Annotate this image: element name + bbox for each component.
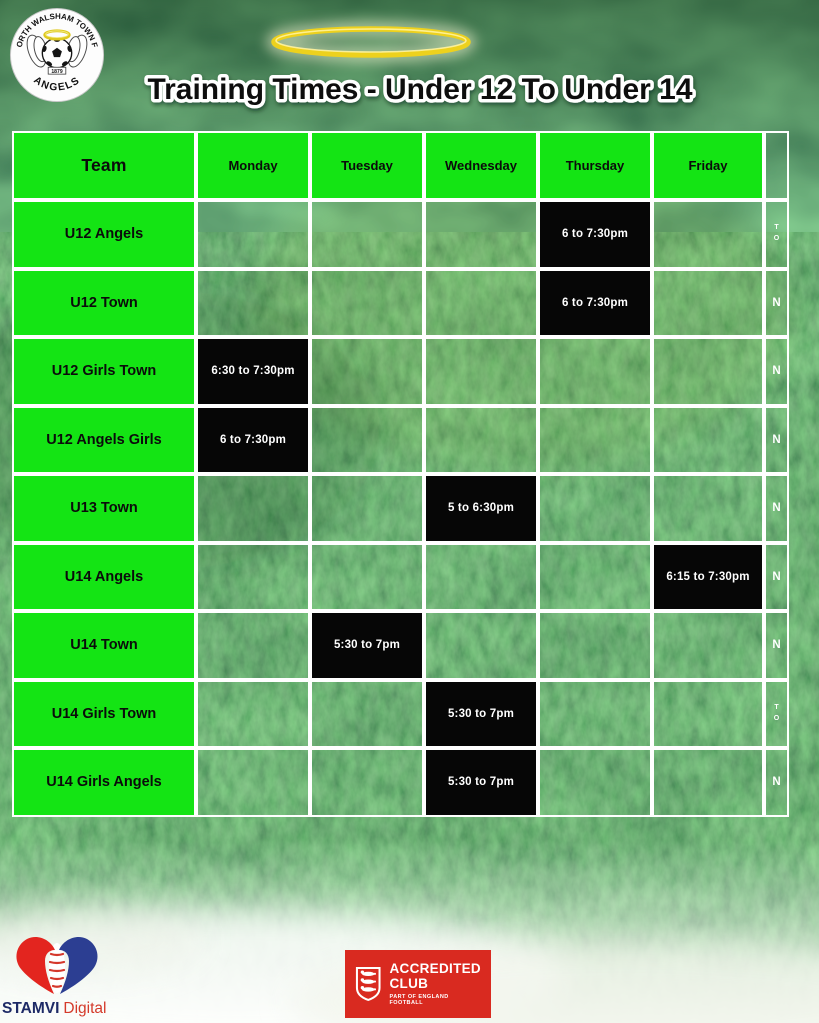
- accredited-label: ACCREDITED: [389, 961, 481, 977]
- edge-column-header: [764, 131, 789, 200]
- time-cell-thursday: 6 to 7:30pm: [538, 268, 652, 337]
- column-header-thursday: Thursday: [538, 131, 652, 200]
- column-header-tuesday: Tuesday: [310, 131, 424, 200]
- time-cell-thursday: [538, 748, 652, 817]
- time-cell-monday: [196, 200, 310, 269]
- time-cell-wednesday: [424, 200, 538, 269]
- time-cell-friday: [652, 268, 764, 337]
- column-header-monday: Monday: [196, 131, 310, 200]
- time-cell-friday: [652, 200, 764, 269]
- edge-cell: TO: [764, 200, 789, 269]
- time-cell-friday: [652, 748, 764, 817]
- club-label: CLUB: [389, 976, 429, 991]
- time-cell-monday: [196, 679, 310, 748]
- established-banner: [47, 66, 67, 75]
- club-crest: 1879 NORTH WALSHAM TOWN FC ANGELS: [8, 6, 105, 103]
- time-cell-tuesday: [310, 542, 424, 611]
- header-banner: Training Times - Under 12 To Under 14: [144, 21, 696, 110]
- team-cell-u12-town: U12 Town: [12, 268, 196, 337]
- team-cell-u12-girls-town: U12 Girls Town: [12, 337, 196, 406]
- time-cell-wednesday: [424, 542, 538, 611]
- time-cell-monday: [196, 748, 310, 817]
- time-cell-wednesday: 5 to 6:30pm: [424, 474, 538, 543]
- team-cell-u13-town: U13 Town: [12, 474, 196, 543]
- time-cell-tuesday: [310, 268, 424, 337]
- time-cell-wednesday: 5:30 to 7pm: [424, 748, 538, 817]
- angel-wings-icon: [26, 34, 88, 68]
- digital-wordmark: Digital: [63, 1000, 106, 1017]
- edge-cell: N: [764, 405, 789, 474]
- football-icon: [41, 37, 73, 69]
- time-cell-thursday: [538, 405, 652, 474]
- team-cell-u12-angels-girls: U12 Angels Girls: [12, 405, 196, 474]
- edge-cell: N: [764, 611, 789, 680]
- stamvi-digital-logo: STAMVI Digital: [2, 937, 106, 1017]
- time-cell-friday: [652, 337, 764, 406]
- three-lions-crest-icon: [355, 967, 381, 1002]
- time-cell-monday: 6:30 to 7:30pm: [196, 337, 310, 406]
- time-cell-wednesday: 5:30 to 7pm: [424, 679, 538, 748]
- time-cell-tuesday: 5:30 to 7pm: [310, 611, 424, 680]
- time-cell-tuesday: [310, 405, 424, 474]
- column-header-wednesday: Wednesday: [424, 131, 538, 200]
- time-cell-friday: [652, 679, 764, 748]
- time-cell-thursday: [538, 474, 652, 543]
- team-cell-u14-girls-angels: U14 Girls Angels: [12, 748, 196, 817]
- established-year: 1879: [51, 69, 62, 75]
- time-cell-wednesday: [424, 337, 538, 406]
- time-cell-friday: [652, 405, 764, 474]
- time-cell-tuesday: [310, 679, 424, 748]
- crest-halo-icon: [43, 29, 71, 41]
- edge-cell: N: [764, 337, 789, 406]
- team-cell-u12-angels: U12 Angels: [12, 200, 196, 269]
- page-title: Training Times - Under 12 To Under 14: [148, 73, 693, 106]
- time-cell-thursday: [538, 611, 652, 680]
- edge-cell: N: [764, 542, 789, 611]
- column-header-friday: Friday: [652, 131, 764, 200]
- time-cell-monday: 6 to 7:30pm: [196, 405, 310, 474]
- time-cell-thursday: [538, 337, 652, 406]
- edge-cell: N: [764, 268, 789, 337]
- time-cell-friday: [652, 611, 764, 680]
- edge-cell: N: [764, 474, 789, 543]
- halo-icon: [266, 21, 476, 63]
- time-cell-tuesday: [310, 748, 424, 817]
- time-cell-friday: 6:15 to 7:30pm: [652, 542, 764, 611]
- training-schedule-table: Team Monday Tuesday Wednesday Thursday F…: [12, 131, 789, 817]
- time-cell-monday: [196, 542, 310, 611]
- time-cell-thursday: [538, 542, 652, 611]
- heart-dna-icon: [16, 937, 98, 994]
- time-cell-tuesday: [310, 337, 424, 406]
- time-cell-wednesday: [424, 268, 538, 337]
- time-cell-thursday: [538, 679, 652, 748]
- england-football-accredited-club-badge: ACCREDITED CLUB PART OF ENGLAND FOOTBALL: [345, 950, 491, 1018]
- time-cell-wednesday: [424, 611, 538, 680]
- time-cell-friday: [652, 474, 764, 543]
- team-cell-u14-girls-town: U14 Girls Town: [12, 679, 196, 748]
- england-football-label: PART OF ENGLAND FOOTBALL: [389, 993, 449, 1006]
- column-header-team: Team: [12, 131, 196, 200]
- time-cell-wednesday: [424, 405, 538, 474]
- team-cell-u14-town: U14 Town: [12, 611, 196, 680]
- stamvi-wordmark: STAMVI: [2, 1000, 59, 1017]
- edge-cell: N: [764, 748, 789, 817]
- time-cell-monday: [196, 611, 310, 680]
- time-cell-thursday: 6 to 7:30pm: [538, 200, 652, 269]
- time-cell-monday: [196, 474, 310, 543]
- time-cell-tuesday: [310, 474, 424, 543]
- time-cell-tuesday: [310, 200, 424, 269]
- time-cell-monday: [196, 268, 310, 337]
- team-cell-u14-angels: U14 Angels: [12, 542, 196, 611]
- edge-cell: TO: [764, 679, 789, 748]
